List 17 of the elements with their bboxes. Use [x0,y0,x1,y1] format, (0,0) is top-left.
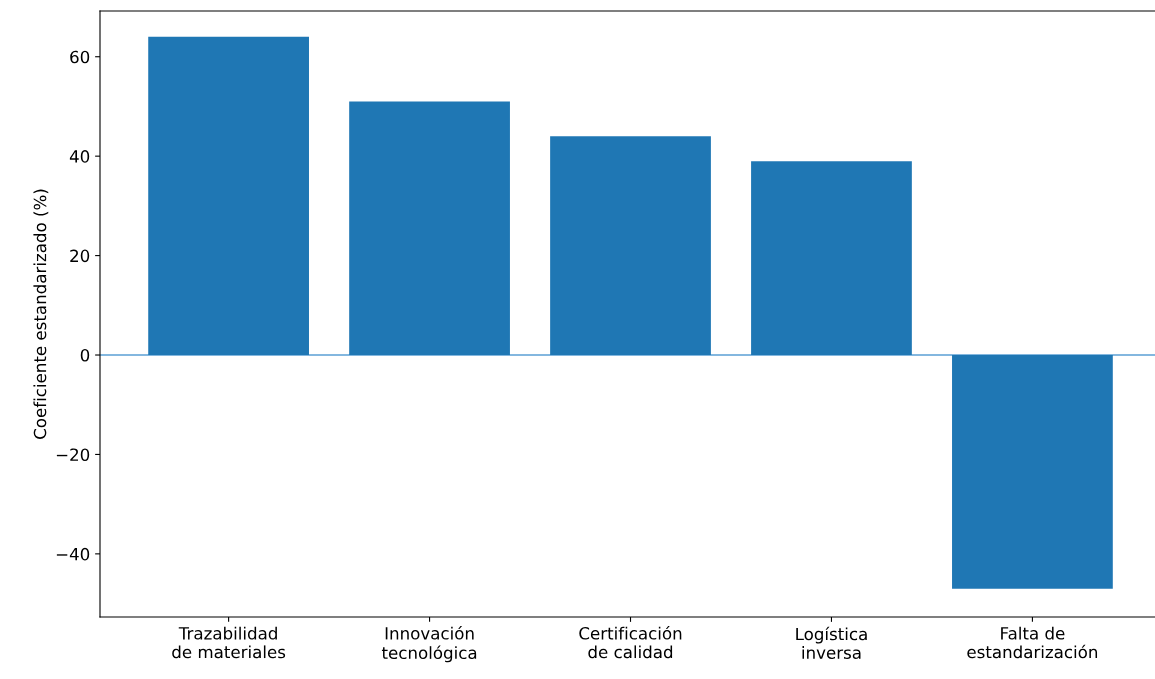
y-tick-label: −40 [56,547,90,561]
bar [751,161,912,356]
bar [550,136,711,356]
y-tick-label: 60 [70,50,90,64]
y-axis-title: Coeficiente estandarizado (%) [33,189,49,439]
bar [148,36,309,356]
x-tick-label: Falta de estandarización [967,626,1098,659]
y-tick-label: −20 [56,448,90,462]
bar [349,101,510,356]
x-tick-label: Logística inversa [796,626,867,659]
x-tick-label: Innovación tecnológica [381,626,477,663]
x-tick-label: Certificación de calidad [579,626,682,659]
bar [952,355,1113,589]
y-tick-label: 40 [69,150,90,163]
x-tick-label: Trazabilidad de materiales [172,626,286,659]
y-tick-label: 0 [80,348,90,362]
y-tick-label: 20 [70,249,90,263]
